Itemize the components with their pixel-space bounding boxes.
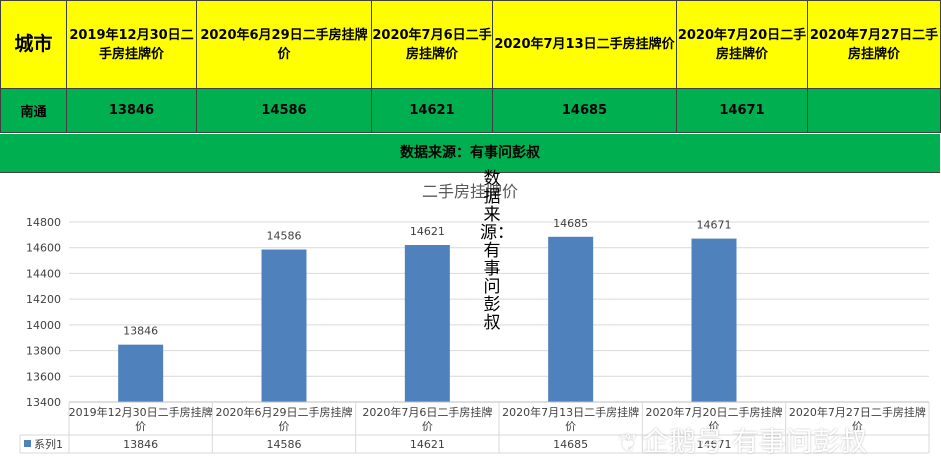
date-header: 2020年6月29日二手房挂牌价 [196,0,372,89]
value-cell [807,88,941,133]
value-cell: 14671 [676,88,808,133]
bar-chart: 二手房挂牌价 13400 13600 13800 14000 14200 14400 1460… [19,182,930,454]
date-header: 2019年12月30日二手房挂牌价 [66,0,197,89]
data-table-value: 14586 [267,438,302,451]
series-name: 系列1 [34,437,63,451]
x-category-label: 2020年7月20日二手房挂牌 [646,405,783,419]
data-table-value: 14685 [553,438,588,451]
y-tick-label: 14800 [26,216,61,229]
x-category-label: 价 [422,420,433,433]
watermark: ❦ 企鹅号 有事问彭叔 [618,420,867,459]
y-tick-label: 13800 [26,345,61,358]
chart-title: 二手房挂牌价 [422,182,518,201]
data-label: 14671 [697,219,732,232]
bar [404,245,450,402]
value-cell: 13846 [66,88,197,133]
city-cell: 南通 [0,88,67,133]
x-category-label: 2019年12月30日二手房挂牌 [69,405,213,419]
watermark-text: 企鹅号 有事问彭叔 [642,427,867,458]
y-tick-label: 13600 [26,370,61,383]
data-label: 14621 [410,225,445,238]
y-tick-label: 13400 [26,396,61,409]
date-header: 2020年7月20日二手房挂牌价 [676,0,808,89]
y-tick-label: 14200 [26,293,61,306]
data-table-value: 14671 [697,438,732,451]
data-label: 13846 [123,325,158,338]
value-cell: 14586 [196,88,372,133]
x-category-label: 价 [709,420,720,433]
bar [118,344,164,402]
date-header: 2020年7月13日二手房挂牌价 [492,0,677,89]
value-cell: 14685 [492,88,677,133]
value-cell: 14621 [371,88,493,133]
date-header: 2020年7月6日二手房挂牌价 [371,0,493,89]
data-label: 14586 [267,230,302,243]
x-category-label: 价 [852,420,863,433]
x-category-label: 价 [135,420,146,433]
legend-swatch [24,440,31,447]
table-row: 南通 13846 14586 14621 14685 14671 [0,88,941,133]
data-table-value: 13846 [123,438,158,451]
price-table: 城市 2019年12月30日二手房挂牌价 2020年6月29日二手房挂牌价 20… [0,0,941,133]
x-category-label: 价 [279,420,290,433]
city-header: 城市 [0,0,67,89]
y-tick-label: 14400 [26,267,61,280]
penguin-logo-icon: ❦ [618,429,639,457]
data-table-value: 14621 [410,438,445,451]
date-header: 2020年7月27日二手房挂牌价 [807,0,941,89]
source-note: 数据来源：有事问彭叔 [0,134,940,173]
x-category-label: 价 [565,420,576,433]
x-category-label: 2020年6月29日二手房挂牌 [216,405,353,419]
bar [548,236,594,402]
vertical-source-note: 数据来源：有事问彭叔 [480,169,514,333]
x-category-label: 2020年7月13日二手房挂牌 [502,405,639,419]
y-tick-label: 14600 [26,242,61,255]
bar [261,249,307,402]
bar [691,238,737,402]
data-label: 14685 [553,217,588,230]
x-category-label: 2020年7月6日二手房挂牌 [362,405,492,419]
y-tick-label: 14000 [26,319,61,332]
x-category-label: 2020年7月27日二手房挂牌 [789,405,926,419]
table-header-row: 城市 2019年12月30日二手房挂牌价 2020年6月29日二手房挂牌价 20… [0,0,941,89]
